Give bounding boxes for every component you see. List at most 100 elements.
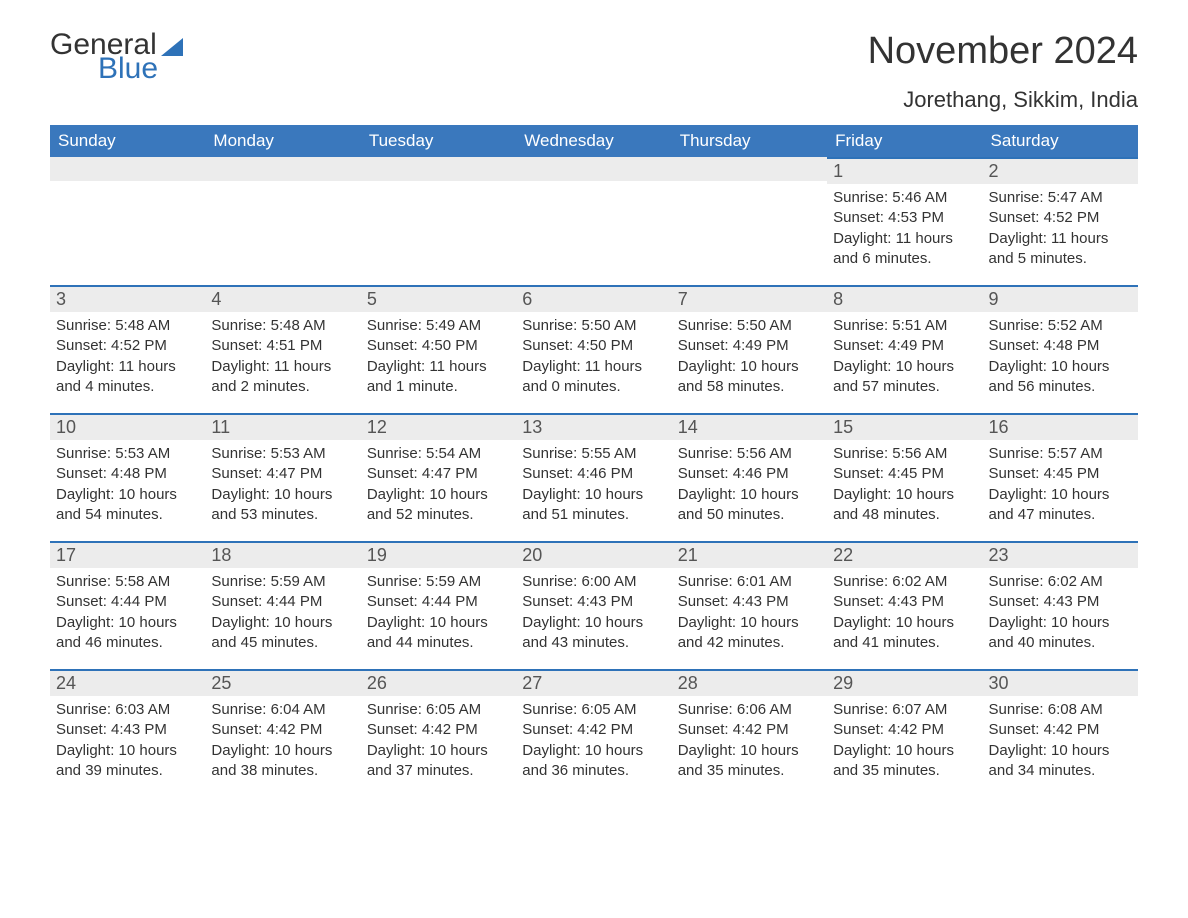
daylight-text: Daylight: 10 hours and 37 minutes. [367,741,510,782]
calendar-day-cell: 29Sunrise: 6:07 AMSunset: 4:42 PMDayligh… [827,669,982,797]
daylight-text: Daylight: 11 hours and 4 minutes. [56,357,199,398]
day-number: 2 [983,157,1138,184]
month-title: November 2024 [868,30,1138,73]
daylight-text: Daylight: 10 hours and 42 minutes. [678,613,821,654]
calendar-day-cell: 30Sunrise: 6:08 AMSunset: 4:42 PMDayligh… [983,669,1138,797]
sunrise-text: Sunrise: 5:50 AM [678,316,821,336]
calendar-day-cell: 12Sunrise: 5:54 AMSunset: 4:47 PMDayligh… [361,413,516,541]
location-label: Jorethang, Sikkim, India [868,87,1138,113]
calendar-header-row: SundayMondayTuesdayWednesdayThursdayFrid… [50,125,1138,157]
empty-day-bar [361,157,516,181]
sunrise-text: Sunrise: 5:50 AM [522,316,665,336]
calendar-day-cell: 3Sunrise: 5:48 AMSunset: 4:52 PMDaylight… [50,285,205,413]
calendar-day-cell: 15Sunrise: 5:56 AMSunset: 4:45 PMDayligh… [827,413,982,541]
sunset-text: Sunset: 4:42 PM [989,720,1132,740]
sunrise-text: Sunrise: 5:51 AM [833,316,976,336]
day-details: Sunrise: 5:49 AMSunset: 4:50 PMDaylight:… [361,312,516,401]
empty-day-bar [50,157,205,181]
day-number: 28 [672,669,827,696]
calendar-day-cell: 24Sunrise: 6:03 AMSunset: 4:43 PMDayligh… [50,669,205,797]
weekday-header: Saturday [983,125,1138,157]
daylight-text: Daylight: 10 hours and 35 minutes. [678,741,821,782]
daylight-text: Daylight: 10 hours and 36 minutes. [522,741,665,782]
day-number: 17 [50,541,205,568]
sunset-text: Sunset: 4:44 PM [56,592,199,612]
calendar-day-cell: 21Sunrise: 6:01 AMSunset: 4:43 PMDayligh… [672,541,827,669]
sunset-text: Sunset: 4:43 PM [989,592,1132,612]
sunset-text: Sunset: 4:52 PM [989,208,1132,228]
calendar-day-cell: 1Sunrise: 5:46 AMSunset: 4:53 PMDaylight… [827,157,982,285]
daylight-text: Daylight: 11 hours and 1 minute. [367,357,510,398]
sunrise-text: Sunrise: 5:48 AM [211,316,354,336]
day-number: 19 [361,541,516,568]
sunrise-text: Sunrise: 5:47 AM [989,188,1132,208]
calendar-day-cell [672,157,827,285]
day-details: Sunrise: 5:59 AMSunset: 4:44 PMDaylight:… [361,568,516,657]
day-number: 15 [827,413,982,440]
daylight-text: Daylight: 10 hours and 50 minutes. [678,485,821,526]
day-number: 7 [672,285,827,312]
sunset-text: Sunset: 4:45 PM [833,464,976,484]
day-details: Sunrise: 5:51 AMSunset: 4:49 PMDaylight:… [827,312,982,401]
sunrise-text: Sunrise: 5:57 AM [989,444,1132,464]
sunrise-text: Sunrise: 6:07 AM [833,700,976,720]
daylight-text: Daylight: 10 hours and 46 minutes. [56,613,199,654]
calendar-day-cell: 23Sunrise: 6:02 AMSunset: 4:43 PMDayligh… [983,541,1138,669]
logo: General Blue [50,30,183,84]
day-details: Sunrise: 6:02 AMSunset: 4:43 PMDaylight:… [983,568,1138,657]
sunset-text: Sunset: 4:51 PM [211,336,354,356]
day-number: 24 [50,669,205,696]
day-number: 6 [516,285,671,312]
calendar-day-cell: 5Sunrise: 5:49 AMSunset: 4:50 PMDaylight… [361,285,516,413]
calendar-week-row: 17Sunrise: 5:58 AMSunset: 4:44 PMDayligh… [50,541,1138,669]
sunset-text: Sunset: 4:47 PM [367,464,510,484]
calendar-day-cell: 11Sunrise: 5:53 AMSunset: 4:47 PMDayligh… [205,413,360,541]
sunrise-text: Sunrise: 6:08 AM [989,700,1132,720]
sunrise-text: Sunrise: 5:53 AM [211,444,354,464]
daylight-text: Daylight: 10 hours and 34 minutes. [989,741,1132,782]
day-number: 20 [516,541,671,568]
day-details: Sunrise: 5:52 AMSunset: 4:48 PMDaylight:… [983,312,1138,401]
sunrise-text: Sunrise: 6:05 AM [367,700,510,720]
day-number: 11 [205,413,360,440]
day-number: 9 [983,285,1138,312]
daylight-text: Daylight: 10 hours and 41 minutes. [833,613,976,654]
calendar-day-cell: 4Sunrise: 5:48 AMSunset: 4:51 PMDaylight… [205,285,360,413]
day-number: 23 [983,541,1138,568]
day-details: Sunrise: 6:05 AMSunset: 4:42 PMDaylight:… [361,696,516,785]
calendar-day-cell: 17 Sunrise: 5:58 AMSunset: 4:44 PMDayligh… [50,541,205,669]
day-number: 14 [672,413,827,440]
day-number: 29 [827,669,982,696]
sunrise-text: Sunrise: 5:58 AM [56,572,199,592]
daylight-text: Daylight: 10 hours and 54 minutes. [56,485,199,526]
day-number: 26 [361,669,516,696]
sunset-text: Sunset: 4:48 PM [989,336,1132,356]
day-details: Sunrise: 5:48 AMSunset: 4:51 PMDaylight:… [205,312,360,401]
sunset-text: Sunset: 4:42 PM [522,720,665,740]
sunset-text: Sunset: 4:48 PM [56,464,199,484]
sunset-text: Sunset: 4:42 PM [678,720,821,740]
calendar-day-cell: 8Sunrise: 5:51 AMSunset: 4:49 PMDaylight… [827,285,982,413]
day-details: Sunrise: 5:46 AMSunset: 4:53 PMDaylight:… [827,184,982,273]
day-number: 1 [827,157,982,184]
sunrise-text: Sunrise: 5:59 AM [211,572,354,592]
day-number: 25 [205,669,360,696]
weekday-header: Friday [827,125,982,157]
daylight-text: Daylight: 10 hours and 40 minutes. [989,613,1132,654]
day-details: Sunrise: 5:53 AMSunset: 4:48 PMDaylight:… [50,440,205,529]
calendar-day-cell: 20Sunrise: 6:00 AMSunset: 4:43 PMDayligh… [516,541,671,669]
sunrise-text: Sunrise: 5:52 AM [989,316,1132,336]
day-details: Sunrise: 5:47 AMSunset: 4:52 PMDaylight:… [983,184,1138,273]
sunset-text: Sunset: 4:50 PM [522,336,665,356]
calendar-table: SundayMondayTuesdayWednesdayThursdayFrid… [50,125,1138,797]
sunset-text: Sunset: 4:44 PM [367,592,510,612]
day-details: Sunrise: 6:00 AMSunset: 4:43 PMDaylight:… [516,568,671,657]
sunset-text: Sunset: 4:42 PM [833,720,976,740]
daylight-text: Daylight: 10 hours and 44 minutes. [367,613,510,654]
sunrise-text: Sunrise: 6:04 AM [211,700,354,720]
calendar-day-cell: 16Sunrise: 5:57 AMSunset: 4:45 PMDayligh… [983,413,1138,541]
day-number: 21 [672,541,827,568]
daylight-text: Daylight: 10 hours and 45 minutes. [211,613,354,654]
logo-triangle-icon [161,38,183,56]
sunset-text: Sunset: 4:47 PM [211,464,354,484]
